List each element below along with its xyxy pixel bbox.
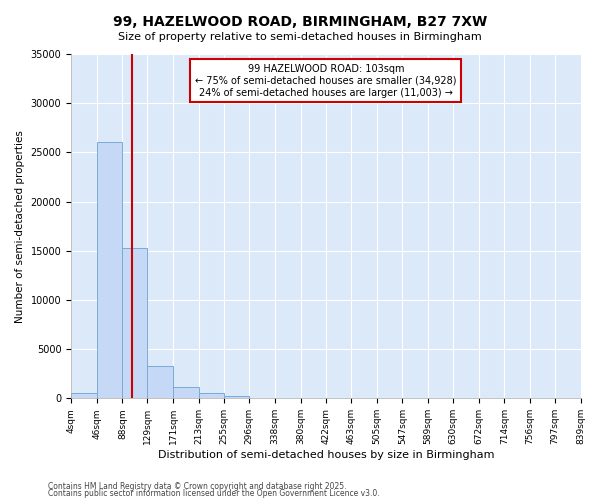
Bar	[71, 394, 97, 398]
Bar	[122, 248, 148, 398]
Text: 99, HAZELWOOD ROAD, BIRMINGHAM, B27 7XW: 99, HAZELWOOD ROAD, BIRMINGHAM, B27 7XW	[113, 15, 487, 29]
Bar	[97, 142, 122, 398]
Bar	[224, 396, 249, 398]
Bar	[148, 366, 173, 398]
X-axis label: Distribution of semi-detached houses by size in Birmingham: Distribution of semi-detached houses by …	[158, 450, 494, 460]
Text: 99 HAZELWOOD ROAD: 103sqm
← 75% of semi-detached houses are smaller (34,928)
24%: 99 HAZELWOOD ROAD: 103sqm ← 75% of semi-…	[195, 64, 457, 98]
Y-axis label: Number of semi-detached properties: Number of semi-detached properties	[15, 130, 25, 322]
Bar	[173, 386, 199, 398]
Bar	[199, 392, 224, 398]
Text: Contains HM Land Registry data © Crown copyright and database right 2025.: Contains HM Land Registry data © Crown c…	[48, 482, 347, 491]
Text: Size of property relative to semi-detached houses in Birmingham: Size of property relative to semi-detach…	[118, 32, 482, 42]
Text: Contains public sector information licensed under the Open Government Licence v3: Contains public sector information licen…	[48, 490, 380, 498]
